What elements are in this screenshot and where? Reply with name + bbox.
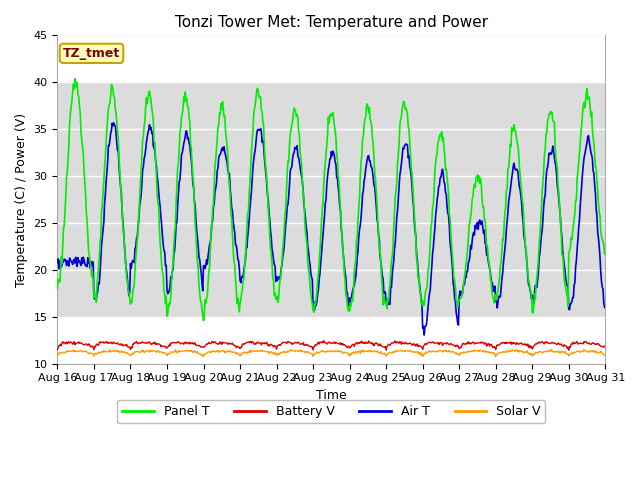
Air T xyxy=(420,332,428,338)
Panel T xyxy=(63,169,71,175)
Air T xyxy=(414,268,422,274)
Solar V xyxy=(204,349,212,355)
Battery V xyxy=(175,339,183,345)
Panel T xyxy=(54,285,61,291)
Air T xyxy=(120,242,128,248)
Line: Air T: Air T xyxy=(58,123,605,335)
Solar V xyxy=(120,349,127,355)
Air T xyxy=(601,304,609,310)
Battery V xyxy=(120,342,127,348)
Line: Panel T: Panel T xyxy=(58,79,605,321)
Battery V xyxy=(398,339,406,345)
Solar V xyxy=(63,349,71,355)
Battery V xyxy=(565,348,573,353)
Solar V xyxy=(398,348,406,354)
Line: Battery V: Battery V xyxy=(58,341,605,350)
Line: Solar V: Solar V xyxy=(58,349,605,357)
Battery V xyxy=(414,344,422,349)
Air T xyxy=(205,247,212,253)
Solar V xyxy=(601,352,609,358)
Y-axis label: Temperature (C) / Power (V): Temperature (C) / Power (V) xyxy=(15,112,28,287)
Panel T xyxy=(399,102,407,108)
Text: TZ_tmet: TZ_tmet xyxy=(63,47,120,60)
Panel T xyxy=(120,244,128,250)
Solar V xyxy=(547,347,555,352)
Air T xyxy=(54,260,61,265)
Bar xyxy=(58,82,605,317)
Battery V xyxy=(54,347,61,352)
X-axis label: Time: Time xyxy=(316,389,347,402)
Legend: Panel T, Battery V, Air T, Solar V: Panel T, Battery V, Air T, Solar V xyxy=(117,400,545,423)
Solar V xyxy=(309,354,317,360)
Battery V xyxy=(601,343,609,349)
Panel T xyxy=(200,318,207,324)
Air T xyxy=(63,258,71,264)
Solar V xyxy=(414,349,422,355)
Battery V xyxy=(63,341,71,347)
Battery V xyxy=(320,338,328,344)
Panel T xyxy=(176,130,184,136)
Panel T xyxy=(205,264,213,269)
Air T xyxy=(110,120,118,126)
Solar V xyxy=(175,348,183,354)
Air T xyxy=(398,154,406,160)
Solar V xyxy=(54,353,61,359)
Battery V xyxy=(204,341,212,347)
Panel T xyxy=(601,251,609,257)
Panel T xyxy=(71,76,79,82)
Panel T xyxy=(415,274,422,280)
Air T xyxy=(176,177,184,182)
Title: Tonzi Tower Met: Temperature and Power: Tonzi Tower Met: Temperature and Power xyxy=(175,15,488,30)
